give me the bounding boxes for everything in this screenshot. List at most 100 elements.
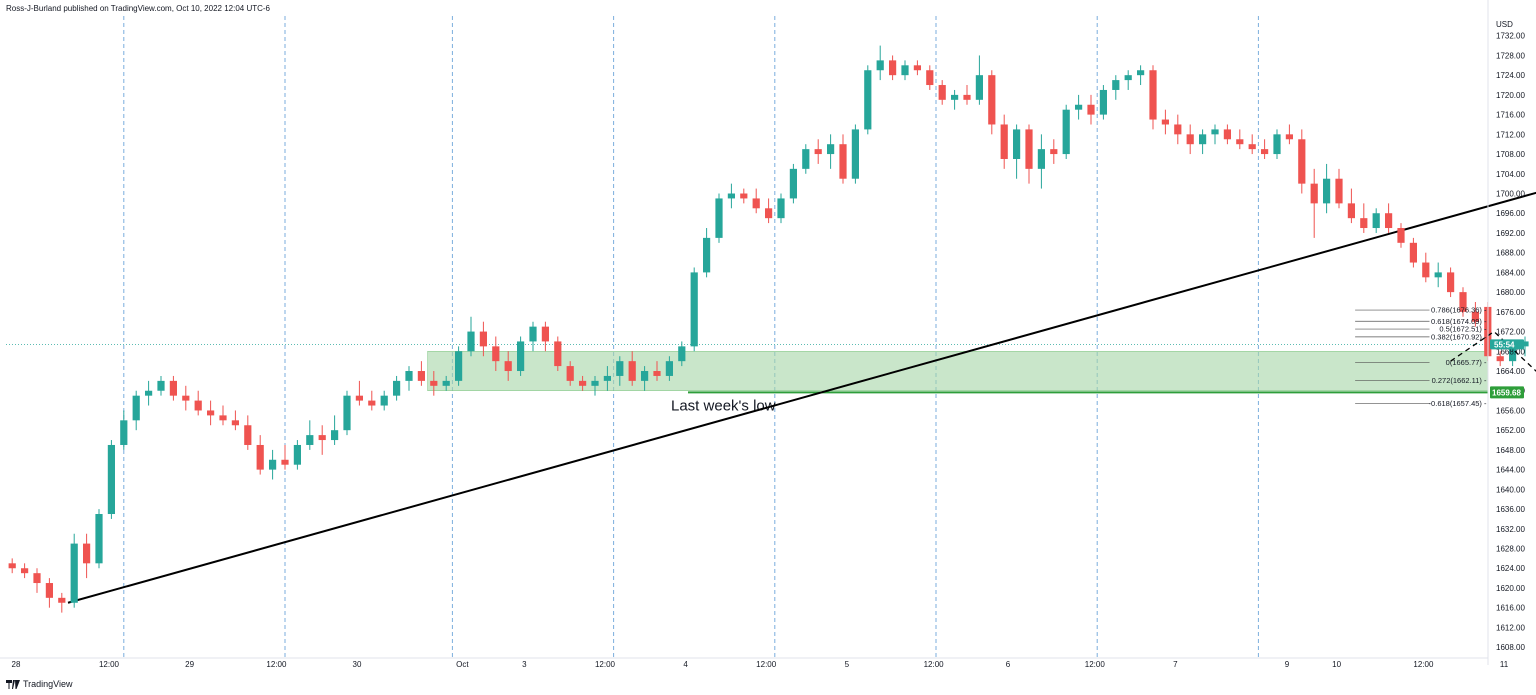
candle (1521, 336, 1529, 357)
price-tick-label: 1612.00 (1496, 623, 1525, 632)
candle (591, 375, 599, 396)
time-tick-label: 29 (185, 660, 194, 669)
candle (628, 351, 636, 386)
support-zone (427, 351, 1489, 391)
candle-body (194, 400, 202, 411)
candle (380, 390, 388, 411)
candle (318, 425, 326, 455)
price-tick-label: 1692.00 (1496, 229, 1525, 238)
time-tick-label: 3 (522, 660, 527, 669)
brand-label: TradingView (23, 679, 73, 689)
candle (603, 366, 611, 391)
candle-body (1372, 213, 1380, 229)
candle-body (1459, 292, 1467, 312)
candle-body (827, 144, 835, 155)
countdown-tag-text: 55:54 (1494, 340, 1515, 349)
candle (1223, 124, 1231, 145)
price-tick-label: 1676.00 (1496, 308, 1525, 317)
candle (120, 410, 128, 450)
candle-body (58, 597, 66, 603)
candle-body (1397, 228, 1405, 243)
price-tick-label: 1672.00 (1496, 328, 1525, 337)
candle-body (1149, 70, 1157, 120)
tradingview-logo-icon (6, 679, 20, 689)
candle (306, 420, 314, 450)
candle (1385, 203, 1393, 233)
candle-body (318, 435, 326, 441)
candle-body (120, 420, 128, 445)
candle (653, 361, 661, 381)
candle (1248, 134, 1256, 155)
candle (1050, 139, 1058, 164)
candle-body (653, 371, 661, 376)
candle-body (1347, 203, 1355, 219)
candle-body (839, 144, 847, 179)
candle (789, 163, 797, 204)
candle (492, 336, 500, 372)
candle-body (405, 371, 413, 381)
price-tick-label: 1640.00 (1496, 485, 1525, 494)
candle (938, 80, 946, 105)
candle-body (1211, 129, 1219, 135)
candle-body (1335, 178, 1343, 204)
candle-body (70, 543, 78, 603)
candle (1360, 203, 1368, 233)
candle-body (603, 375, 611, 381)
price-tick-label: 1644.00 (1496, 466, 1525, 475)
candle-body (641, 371, 649, 381)
fib-level-label: -0.618(1657.45) - (1429, 399, 1487, 408)
time-tick-label: 12:00 (1085, 660, 1106, 669)
candle-body (591, 380, 599, 386)
candle (740, 188, 748, 204)
candle-body (442, 380, 450, 386)
candle-body (107, 444, 115, 515)
candle-body (1298, 139, 1306, 184)
candle (256, 435, 264, 475)
candle-body (1471, 311, 1479, 322)
candle (579, 375, 587, 391)
price-tick-label: 1624.00 (1496, 564, 1525, 573)
candle (641, 366, 649, 391)
time-tick-label: 10 (1332, 660, 1341, 669)
candle (690, 267, 698, 352)
candle-body (380, 395, 388, 406)
candle-body (1385, 213, 1393, 229)
candle-body (368, 400, 376, 406)
candle (777, 193, 785, 224)
candle-body (740, 193, 748, 199)
currency-label: USD (1496, 20, 1513, 29)
candle (169, 375, 177, 401)
candle (1025, 124, 1033, 184)
price-tick-label: 1608.00 (1496, 643, 1525, 652)
candle-body (95, 514, 103, 564)
candle (1347, 188, 1355, 224)
candle (182, 385, 190, 411)
time-tick-label: 12:00 (1413, 660, 1434, 669)
price-tick-label: 1656.00 (1496, 406, 1525, 415)
candle-body (1285, 134, 1293, 140)
candle (368, 390, 376, 411)
price-tick-label: 1732.00 (1496, 32, 1525, 41)
candle (554, 336, 562, 372)
candle-body (541, 326, 549, 342)
candle (343, 390, 351, 436)
candle (231, 410, 239, 431)
candle-body (1236, 139, 1244, 145)
support-price-tag (1490, 386, 1524, 399)
candle (566, 361, 574, 386)
candle-body (1409, 242, 1417, 263)
candle (827, 134, 835, 169)
candle (616, 356, 624, 386)
time-tick-label: Oct (456, 660, 469, 669)
candle-body (417, 371, 425, 381)
price-tick-label: 1684.00 (1496, 268, 1525, 277)
candle (727, 183, 735, 209)
candle-body (21, 568, 29, 574)
time-tick-label: 11 (1500, 660, 1509, 669)
candle (269, 449, 277, 480)
candle (45, 578, 53, 608)
candle-body (802, 149, 810, 169)
time-tick-label: 6 (1006, 660, 1011, 669)
candle (1261, 139, 1269, 159)
